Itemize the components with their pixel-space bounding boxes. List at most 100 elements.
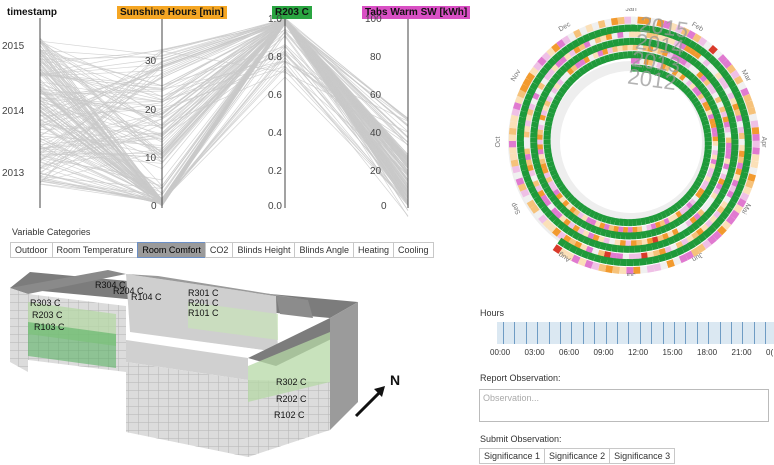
room-label-r201[interactable]: R201 C — [188, 298, 219, 308]
spiral-comfort-segment — [706, 125, 707, 129]
tab-heating[interactable]: Heating — [353, 242, 394, 258]
spiral-value-segment — [569, 51, 574, 54]
spiral-comfort-segment — [536, 79, 539, 84]
hour-tick[interactable] — [742, 322, 743, 344]
spiral-comfort-segment — [546, 188, 549, 192]
hour-tick[interactable] — [594, 322, 595, 344]
hour-tick[interactable] — [674, 322, 675, 344]
spiral-comfort-segment — [691, 96, 693, 99]
spiral-comfort-segment — [674, 222, 678, 224]
spiral-value-segment — [604, 241, 609, 242]
spiral-comfort-segment — [612, 248, 618, 249]
tab-blinds-height[interactable]: Blinds Height — [232, 242, 295, 258]
room-label-r302[interactable]: R302 C — [276, 377, 307, 387]
hour-tick[interactable] — [583, 322, 584, 344]
spiral-value-segment — [618, 230, 623, 231]
spiral-comfort-segment — [699, 178, 701, 182]
hours-timeline[interactable] — [497, 322, 774, 344]
spiral-value-segment — [677, 214, 681, 217]
room-label-r101[interactable]: R101 C — [188, 308, 219, 318]
spiral-value-segment — [618, 20, 625, 21]
spiral-value-segment — [704, 242, 710, 246]
significance-3-button[interactable]: Significance 3 — [609, 448, 675, 464]
spiral-value-segment — [751, 108, 753, 115]
spiral-value-segment — [686, 63, 690, 66]
spiral-value-segment — [614, 229, 619, 230]
spiral-comfort-segment — [615, 221, 619, 222]
tab-room-temperature[interactable]: Room Temperature — [52, 242, 139, 258]
spiral-comfort-segment — [640, 261, 646, 262]
spiral-comfort-segment — [609, 57, 614, 58]
hour-tick[interactable] — [617, 322, 618, 344]
parallel-coordinates-plot[interactable]: timestamp Sunshine Hours [min] R203 C Ta… — [0, 0, 430, 220]
tab-room-comfort[interactable]: Room Comfort — [137, 242, 206, 258]
hour-tick[interactable] — [606, 322, 607, 344]
spiral-value-segment — [540, 154, 541, 159]
spiral-comfort-segment — [559, 52, 564, 56]
spiral-comfort-segment — [727, 76, 730, 81]
hour-tick[interactable] — [731, 322, 732, 344]
axis-title-timestamp[interactable]: timestamp — [4, 6, 60, 19]
spiral-comfort-segment — [521, 123, 522, 129]
spiral-value-segment — [559, 234, 564, 238]
hour-tick[interactable] — [526, 322, 527, 344]
spiral-comfort-segment — [731, 167, 732, 172]
tab-co2[interactable]: CO2 — [205, 242, 234, 258]
spiral-value-segment — [545, 201, 548, 206]
observation-input[interactable] — [479, 389, 769, 422]
spiral-value-segment — [576, 63, 580, 66]
tab-outdoor[interactable]: Outdoor — [10, 242, 53, 258]
hour-tick[interactable] — [640, 322, 641, 344]
hour-tick[interactable] — [708, 322, 709, 344]
spiral-comfort-segment — [574, 234, 579, 237]
room-label-r203[interactable]: R203 C — [32, 310, 63, 320]
hour-tick[interactable] — [663, 322, 664, 344]
spiral-value-segment — [609, 228, 614, 229]
hour-tick[interactable] — [754, 322, 755, 344]
spiral-value-segment — [539, 130, 540, 135]
significance-2-button[interactable]: Significance 2 — [544, 448, 610, 464]
significance-1-button[interactable]: Significance 1 — [479, 448, 545, 464]
hour-tick[interactable] — [628, 322, 629, 344]
room-label-r202[interactable]: R202 C — [276, 394, 307, 404]
tab-cooling[interactable]: Cooling — [393, 242, 434, 258]
room-label-r102[interactable]: R102 C — [274, 410, 305, 420]
spiral-value-segment — [524, 190, 527, 196]
spiral-month-label: Dec — [558, 21, 573, 34]
spiral-value-segment — [678, 229, 683, 232]
spiral-comfort-segment — [619, 55, 624, 56]
spiral-value-segment — [647, 228, 652, 229]
tab-blinds-angle[interactable]: Blinds Angle — [294, 242, 354, 258]
spiral-comfort-segment — [578, 39, 583, 42]
hour-tick[interactable] — [514, 322, 515, 344]
hour-tick[interactable] — [560, 322, 561, 344]
room-label-r104[interactable]: R104 C — [131, 292, 162, 302]
hour-tick[interactable] — [549, 322, 550, 344]
room-label-r103[interactable]: R103 C — [34, 322, 65, 332]
spiral-value-segment — [592, 25, 598, 27]
hour-tick[interactable] — [765, 322, 766, 344]
spiral-value-segment — [611, 21, 617, 22]
spiral-comfort-segment — [566, 212, 570, 215]
spiral-comfort-segment — [736, 190, 739, 196]
spiral-comfort-segment — [587, 226, 592, 228]
hour-tick[interactable] — [537, 322, 538, 344]
hour-tick[interactable] — [685, 322, 686, 344]
building-3d-view[interactable]: R304 C R204 C R104 C R301 C R201 C R101 … — [8, 262, 388, 460]
spiral-value-segment — [753, 114, 754, 121]
room-label-r301[interactable]: R301 C — [188, 288, 219, 298]
hour-tick[interactable] — [503, 322, 504, 344]
spiral-value-segment — [586, 249, 592, 251]
hour-tick[interactable] — [697, 322, 698, 344]
hour-tick[interactable] — [571, 322, 572, 344]
spiral-comfort-segment — [592, 63, 596, 65]
spiral-value-segment — [701, 190, 704, 194]
room-label-r303[interactable]: R303 C — [30, 298, 61, 308]
spiral-comfort-segment — [570, 79, 573, 82]
spiral-value-segment — [665, 249, 671, 251]
hour-tick[interactable] — [651, 322, 652, 344]
hour-tick[interactable] — [720, 322, 721, 344]
axis-title-sunshine[interactable]: Sunshine Hours [min] — [117, 6, 227, 19]
spiral-value-segment — [515, 109, 517, 115]
